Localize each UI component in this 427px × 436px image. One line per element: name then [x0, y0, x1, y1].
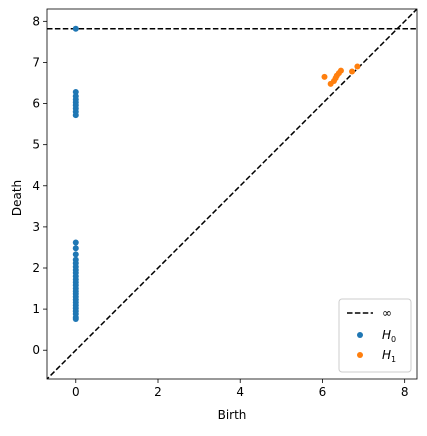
point-h1: [337, 67, 344, 74]
legend-subscript: 0: [391, 335, 396, 344]
y-tick-label: 2: [32, 261, 40, 275]
point-h1: [321, 73, 328, 80]
point-h0: [72, 239, 79, 246]
point-h0: [72, 25, 79, 32]
point-h0: [72, 112, 79, 119]
x-axis-label: Birth: [218, 408, 247, 422]
point-h0: [72, 251, 79, 258]
point-h1: [354, 63, 361, 70]
x-tick-label: 4: [236, 385, 244, 399]
y-axis-label: Death: [10, 180, 24, 216]
y-tick-label: 8: [32, 14, 40, 28]
x-tick-label: 0: [72, 385, 80, 399]
legend-box: [338, 298, 412, 373]
diagonal-line: [47, 9, 417, 379]
point-h0: [72, 315, 79, 322]
y-tick-label: 1: [32, 302, 40, 316]
series-h0: [72, 25, 79, 322]
point-h1: [349, 68, 356, 75]
plot-area: [47, 9, 417, 379]
x-tick-label: 8: [401, 385, 409, 399]
point-h0: [72, 89, 79, 96]
y-tick-label: 3: [32, 220, 40, 234]
legend-h0-swatch: [357, 332, 363, 338]
axes-frame: [46, 8, 418, 380]
x-tick-label: 6: [319, 385, 327, 399]
x-tick-label: 2: [154, 385, 162, 399]
y-tick-label: 4: [32, 179, 40, 193]
y-tick-label: 5: [32, 138, 40, 152]
y-tick-label: 0: [32, 343, 40, 357]
legend-subscript: 1: [391, 355, 396, 364]
y-tick-label: 6: [32, 97, 40, 111]
series-h1: [321, 63, 361, 87]
legend-h1-swatch: [357, 352, 363, 358]
legend-infinity-label: ∞: [382, 306, 392, 320]
point-h0: [72, 245, 79, 252]
y-tick-label: 7: [32, 55, 40, 69]
